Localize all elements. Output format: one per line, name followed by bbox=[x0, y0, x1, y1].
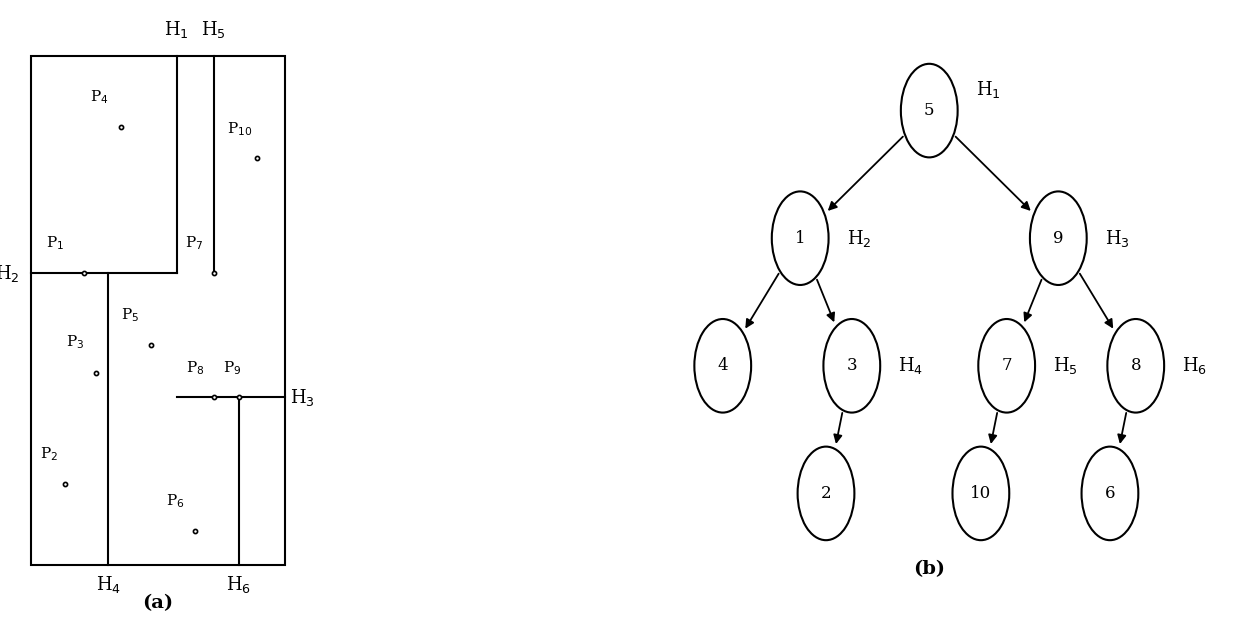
Circle shape bbox=[1030, 191, 1087, 285]
Circle shape bbox=[694, 319, 751, 412]
Text: H$_1$: H$_1$ bbox=[165, 19, 188, 40]
Text: P$_2$: P$_2$ bbox=[40, 445, 58, 463]
Text: P$_9$: P$_9$ bbox=[223, 359, 242, 377]
Text: (a): (a) bbox=[142, 594, 173, 612]
Text: P$_{10}$: P$_{10}$ bbox=[227, 120, 252, 138]
Text: H$_2$: H$_2$ bbox=[0, 263, 20, 284]
Text: H$_2$: H$_2$ bbox=[846, 228, 871, 248]
Text: 2: 2 bbox=[820, 485, 831, 502]
Text: 7: 7 bbox=[1001, 357, 1012, 374]
Text: H$_4$: H$_4$ bbox=[898, 355, 923, 376]
Circle shape bbox=[824, 319, 880, 412]
Text: H$_1$: H$_1$ bbox=[976, 79, 1000, 100]
Circle shape bbox=[772, 191, 829, 285]
Text: H$_5$: H$_5$ bbox=[1053, 355, 1078, 376]
Text: P$_3$: P$_3$ bbox=[67, 333, 84, 351]
Text: 6: 6 bbox=[1105, 485, 1115, 502]
Text: P$_4$: P$_4$ bbox=[89, 88, 108, 106]
Text: P$_7$: P$_7$ bbox=[185, 233, 203, 252]
Text: H$_5$: H$_5$ bbox=[201, 19, 227, 40]
Circle shape bbox=[1108, 319, 1165, 412]
Text: 10: 10 bbox=[970, 485, 991, 502]
Text: 8: 8 bbox=[1130, 357, 1141, 374]
Text: P$_1$: P$_1$ bbox=[47, 233, 64, 252]
Circle shape bbox=[798, 446, 855, 540]
Text: 1: 1 bbox=[795, 230, 805, 247]
Text: P$_8$: P$_8$ bbox=[186, 359, 204, 377]
Text: H$_4$: H$_4$ bbox=[95, 574, 121, 596]
Bar bbox=[31, 56, 285, 565]
Text: P$_6$: P$_6$ bbox=[166, 492, 185, 510]
Circle shape bbox=[1082, 446, 1139, 540]
Text: P$_5$: P$_5$ bbox=[121, 306, 139, 324]
Circle shape bbox=[901, 64, 958, 157]
Circle shape bbox=[953, 446, 1010, 540]
Text: H$_3$: H$_3$ bbox=[1105, 228, 1130, 248]
Circle shape bbox=[979, 319, 1035, 412]
Text: 4: 4 bbox=[717, 357, 729, 374]
Text: H$_6$: H$_6$ bbox=[225, 574, 252, 596]
Text: H$_6$: H$_6$ bbox=[1182, 355, 1207, 376]
Text: 9: 9 bbox=[1053, 230, 1063, 247]
Text: (b): (b) bbox=[913, 561, 945, 579]
Text: 3: 3 bbox=[846, 357, 857, 374]
Text: H$_3$: H$_3$ bbox=[290, 387, 315, 408]
Text: 5: 5 bbox=[924, 102, 934, 119]
